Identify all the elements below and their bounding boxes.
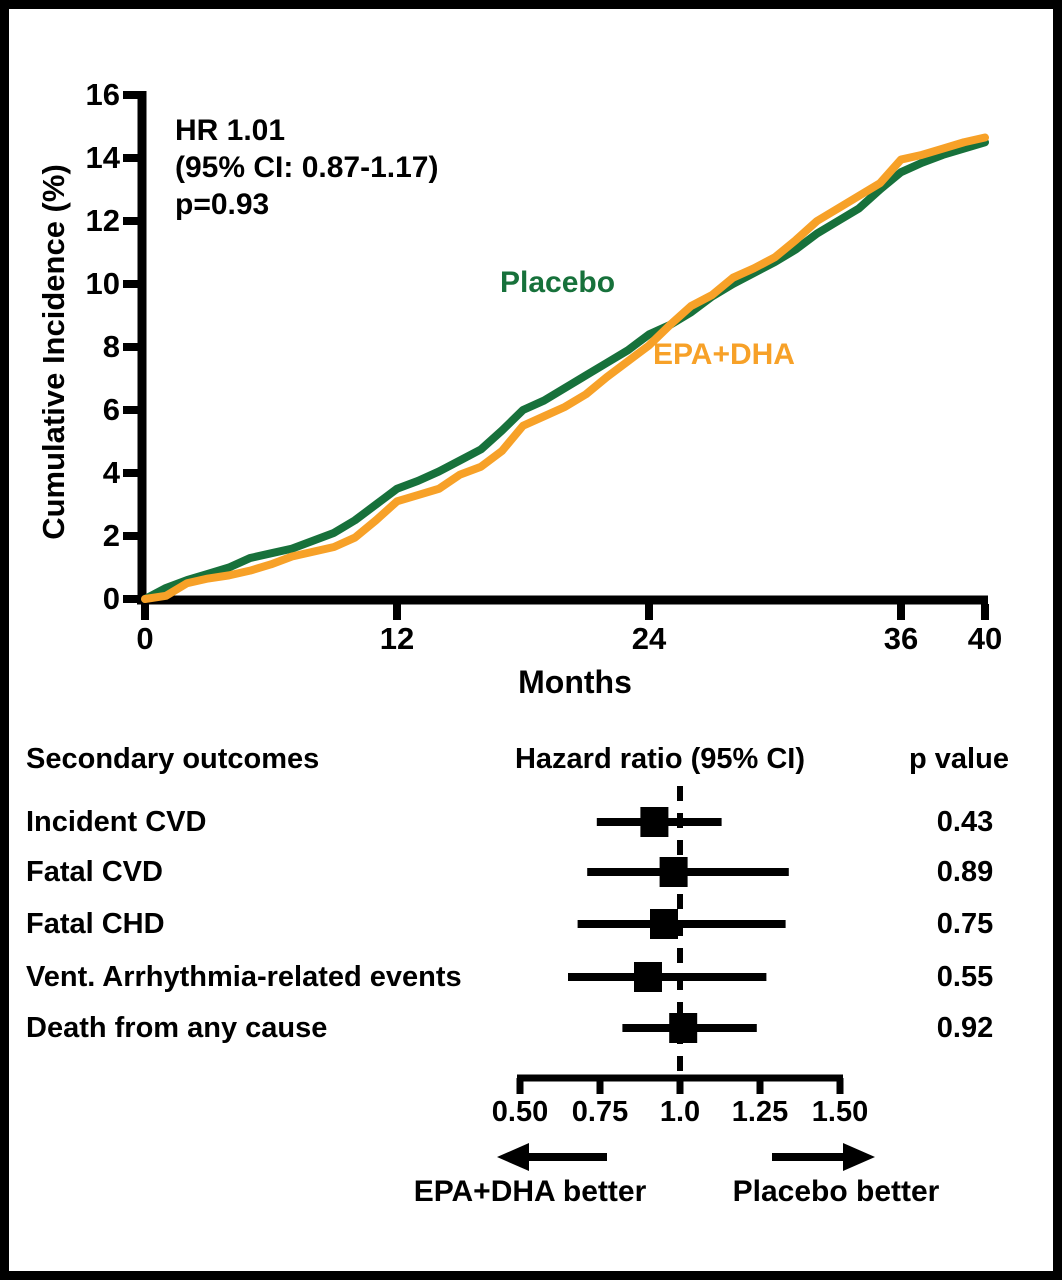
annotation-hr: HR 1.01	[175, 114, 286, 147]
legend-label-placebo: Placebo	[500, 266, 616, 299]
forest-row-pvalue: 0.43	[936, 806, 994, 838]
direction-label-epa-dha-better: EPA+DHA better	[413, 1175, 647, 1208]
forest-row-label: Fatal CHD	[26, 908, 165, 940]
forest-tick-label: 1.50	[811, 1096, 869, 1128]
forest-row-label: Death from any cause	[26, 1012, 328, 1044]
forest-row-pvalue: 0.92	[936, 1012, 994, 1044]
forest-tick-label: 0.50	[491, 1096, 549, 1128]
forest-row-label: Fatal CVD	[26, 856, 163, 888]
x-tick-label: 0	[136, 621, 154, 656]
hazard-ratio-marker	[650, 909, 678, 939]
y-tick-label: 10	[85, 266, 120, 301]
y-tick-label: 8	[102, 329, 120, 364]
x-tick-label: 40	[967, 621, 1003, 656]
hazard-ratio-marker	[634, 962, 662, 992]
annotation-pvalue: p=0.93	[175, 188, 270, 221]
forest-row-pvalue: 0.55	[936, 961, 994, 993]
left-arrow-head	[497, 1143, 529, 1171]
forest-row-label: Vent. Arrhythmia-related events	[26, 961, 462, 993]
y-tick-label: 16	[85, 77, 120, 112]
stats-annotation: HR 1.01 (95% CI: 0.87-1.17) p=0.93	[175, 112, 438, 223]
forest-header-outcomes: Secondary outcomes	[26, 743, 320, 775]
y-tick-label: 12	[85, 203, 120, 238]
y-tick-label: 4	[102, 455, 120, 490]
forest-tick-label: 0.75	[571, 1096, 629, 1128]
forest-row-label: Incident CVD	[26, 806, 207, 838]
right-arrow-head	[843, 1143, 875, 1171]
annotation-ci: (95% CI: 0.87-1.17)	[175, 151, 439, 184]
placebo-curve	[141, 138, 989, 603]
forest-header-pvalue: p value	[909, 743, 1009, 775]
forest-row-pvalue: 0.89	[936, 856, 994, 888]
epa-dha-curve	[141, 133, 989, 603]
y-tick-label: 2	[102, 518, 120, 553]
x-tick-label: 36	[883, 621, 919, 656]
x-tick-label: 24	[631, 621, 667, 656]
y-tick-label: 6	[102, 392, 120, 427]
forest-row-pvalue: 0.75	[936, 908, 994, 940]
forest-header-hazard-ratio: Hazard ratio (95% CI)	[514, 743, 806, 775]
y-tick-label: 0	[102, 581, 120, 616]
hazard-ratio-marker	[669, 1013, 698, 1043]
hazard-ratio-marker	[659, 857, 688, 887]
x-axis-title: Months	[518, 664, 632, 700]
forest-tick-label: 1.25	[731, 1096, 789, 1128]
x-tick-label: 12	[379, 621, 415, 656]
y-tick-label: 14	[85, 140, 120, 175]
forest-tick-label: 1.0	[659, 1096, 701, 1128]
hazard-ratio-marker	[640, 807, 669, 837]
legend-label-epa-dha: EPA+DHA	[653, 338, 795, 371]
direction-label-placebo-better: Placebo better	[732, 1175, 940, 1208]
